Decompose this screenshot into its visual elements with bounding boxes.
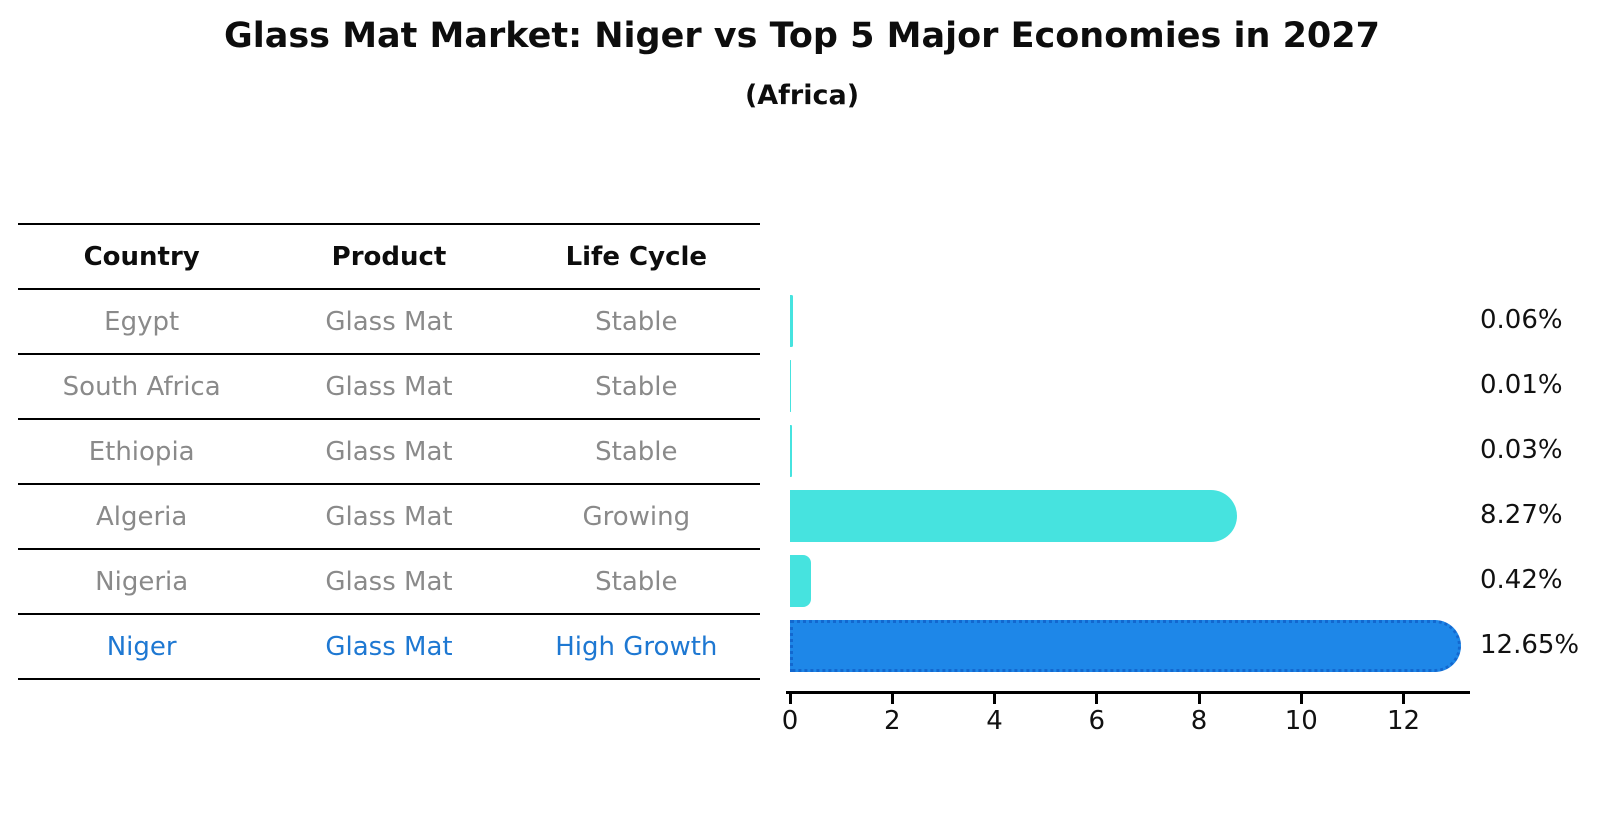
table-row-algeria: Algeria Glass Mat Growing xyxy=(18,485,760,550)
table-row-nigeria: Nigeria Glass Mat Stable xyxy=(18,550,760,615)
x-axis-tick xyxy=(993,694,996,704)
bar-egypt xyxy=(790,294,793,347)
table-row-ethiopia: Ethiopia Glass Mat Stable xyxy=(18,420,760,485)
bar-value-label: 0.06% xyxy=(1480,305,1563,335)
x-axis-tick-label: 8 xyxy=(1190,706,1208,736)
life-cycle-cell: Stable xyxy=(595,436,678,467)
country-cell: Algeria xyxy=(95,501,188,532)
country-cell: South Africa xyxy=(62,371,221,402)
x-axis-tick-label: 10 xyxy=(1284,706,1318,736)
x-axis-tick xyxy=(890,694,894,704)
product-cell: Glass Mat xyxy=(325,306,453,337)
life-cycle-cell: High Growth xyxy=(555,631,718,662)
product-cell: Glass Mat xyxy=(325,631,453,662)
bar-value-label: 12.65% xyxy=(1480,630,1580,660)
x-axis-tick-label: 12 xyxy=(1386,706,1421,736)
market-table: Country Product Life Cycle Egypt Glass M… xyxy=(18,223,760,680)
bar-value-label: 0.01% xyxy=(1480,370,1563,400)
column-header-life-cycle: Life Cycle xyxy=(565,241,708,272)
x-axis-tick xyxy=(788,694,792,704)
bar-nigeria xyxy=(790,554,811,607)
bar-ethiopia xyxy=(790,424,792,477)
product-cell: Glass Mat xyxy=(325,566,453,597)
x-axis-tick xyxy=(1402,694,1406,704)
bar-niger xyxy=(790,619,1461,672)
product-cell: Glass Mat xyxy=(325,501,453,532)
country-cell: Niger xyxy=(106,631,177,662)
x-axis-line xyxy=(786,691,1470,694)
chart-title: Glass Mat Market: Niger vs Top 5 Major E… xyxy=(224,16,1380,56)
table-row-egypt: Egypt Glass Mat Stable xyxy=(18,290,760,355)
bar-value-label: 0.03% xyxy=(1480,435,1563,465)
bar-value-label: 8.27% xyxy=(1480,500,1563,530)
country-cell: Ethiopia xyxy=(88,436,195,467)
chart-subtitle: (Africa) xyxy=(744,80,860,111)
column-header-product: Product xyxy=(331,241,447,272)
table-row-niger: Niger Glass Mat High Growth xyxy=(18,615,760,680)
table-header-row: Country Product Life Cycle xyxy=(18,225,760,290)
x-axis-tick-label: 0 xyxy=(781,706,799,736)
bar-algeria xyxy=(790,489,1237,542)
column-header-country: Country xyxy=(83,241,200,272)
bar-value-label: 0.42% xyxy=(1480,565,1563,595)
x-axis-tick xyxy=(1197,694,1201,704)
x-axis-tick-label: 2 xyxy=(883,706,901,736)
life-cycle-cell: Stable xyxy=(595,306,678,337)
country-cell: Nigeria xyxy=(95,566,189,597)
bar-south-africa xyxy=(790,359,791,412)
country-cell: Egypt xyxy=(104,306,180,337)
product-cell: Glass Mat xyxy=(325,371,453,402)
x-axis-tick-label: 6 xyxy=(1088,706,1106,736)
life-cycle-cell: Stable xyxy=(595,371,678,402)
x-axis-tick xyxy=(1095,694,1099,704)
table-row-south-africa: South Africa Glass Mat Stable xyxy=(18,355,760,420)
product-cell: Glass Mat xyxy=(325,436,453,467)
x-axis-tick-label: 4 xyxy=(986,706,1003,736)
life-cycle-cell: Growing xyxy=(582,501,691,532)
x-axis-tick xyxy=(1299,694,1303,704)
life-cycle-cell: Stable xyxy=(595,566,678,597)
